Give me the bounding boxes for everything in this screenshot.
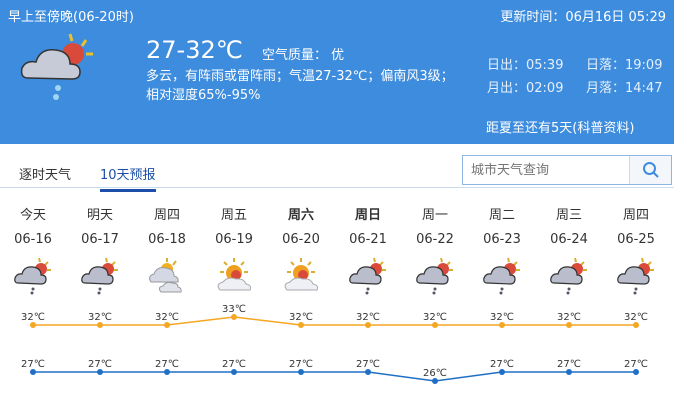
- high-temp-label: 32℃: [21, 312, 45, 323]
- low-temp-label: 27℃: [624, 359, 648, 370]
- day-week: 周二: [488, 208, 515, 223]
- weather-description: 多云，有阵雨或雷阵雨；气温27-32℃；偏南风3级； 相对湿度65%-95%: [146, 67, 454, 105]
- high-temp-line: [33, 316, 636, 326]
- temperature-chart: 32℃ 32℃ 32℃ 33℃ 32℃ 32℃ 32℃ 32℃ 32℃ 32℃ 27℃ 27℃ 27℃ 2…: [21, 304, 648, 384]
- low-temp-point: [30, 369, 36, 375]
- update-time: 更新时间：06月16日 05:29: [500, 10, 666, 25]
- tab-bar: 逐时天气 10天预报: [0, 145, 674, 192]
- low-temp-point: [566, 369, 572, 375]
- cloud-sun-rain-icon: [14, 257, 51, 295]
- low-temp-point: [499, 369, 505, 375]
- low-temp-label: 26℃: [423, 368, 447, 379]
- high-temp-label: 32℃: [88, 312, 112, 323]
- low-temp-point: [633, 369, 639, 375]
- low-temp-label: 27℃: [88, 359, 112, 370]
- partly-cloudy-icon: [284, 258, 318, 291]
- day-week: 明天: [86, 208, 113, 223]
- low-temp-point: [298, 369, 304, 375]
- high-temp-point: [432, 322, 438, 328]
- cloudy-icon: [149, 258, 182, 293]
- humidity-line: 相对湿度65%-95%: [146, 88, 261, 103]
- low-temp-point: [164, 369, 170, 375]
- temperature-range: 27-32℃: [146, 36, 243, 64]
- low-temp-label: 27℃: [557, 359, 581, 370]
- high-temp-point: [365, 322, 371, 328]
- low-temp-label: 27℃: [21, 359, 45, 370]
- search-input[interactable]: [463, 156, 630, 184]
- day-week: 周一: [421, 208, 448, 223]
- partly-cloudy-icon: [217, 258, 251, 291]
- cloud-sun-rain-icon: [550, 257, 587, 295]
- day-date: 06-21: [349, 232, 387, 247]
- high-temp-point: [633, 322, 639, 328]
- day-week: 周五: [220, 208, 247, 223]
- air-quality: 空气质量： 优: [262, 48, 345, 63]
- high-temp-point: [164, 322, 170, 328]
- moonrise: 月出：02:09: [487, 81, 564, 96]
- cloud-sun-rain-icon: [416, 257, 453, 295]
- tab-10day[interactable]: 10天预报: [100, 164, 156, 192]
- day-date: 06-25: [617, 232, 655, 247]
- high-temp-point: [231, 314, 237, 320]
- low-temp-label: 27℃: [356, 359, 380, 370]
- cloud-sun-rain-icon: [81, 257, 118, 295]
- high-temp-point: [499, 322, 505, 328]
- high-temp-point: [97, 322, 103, 328]
- low-temp-label: 27℃: [222, 359, 246, 370]
- cloud-sun-rain-icon: [349, 257, 386, 295]
- high-temp-point: [298, 322, 304, 328]
- low-temp-point: [432, 378, 438, 384]
- low-temp-label: 27℃: [289, 359, 313, 370]
- low-temp-line: [33, 371, 636, 382]
- sunrise: 日出：05:39: [487, 58, 564, 73]
- high-temp-label: 32℃: [490, 312, 514, 323]
- day-date: 06-22: [416, 232, 454, 247]
- cloud-sun-rain-icon: [617, 257, 654, 295]
- low-temp-label: 27℃: [155, 359, 179, 370]
- city-search: [462, 155, 672, 185]
- low-temp-point: [231, 369, 237, 375]
- day-date: 06-18: [148, 232, 186, 247]
- day-date: 06-24: [550, 232, 588, 247]
- high-temp-point: [566, 322, 572, 328]
- day-week: 周六: [287, 208, 314, 223]
- tab-hourly[interactable]: 逐时天气: [19, 168, 72, 183]
- cloud-sun-rain-icon: [20, 33, 93, 100]
- solstice-link[interactable]: 距夏至还有5天(科普资料): [486, 121, 635, 136]
- high-temp-label: 32℃: [289, 312, 313, 323]
- search-icon: [642, 162, 659, 178]
- high-temp-label: 32℃: [423, 312, 447, 323]
- day-week: 周四: [153, 208, 180, 223]
- day-date: 06-16: [14, 232, 52, 247]
- cloud-sun-rain-icon: [483, 257, 520, 295]
- high-temp-label: 33℃: [222, 304, 246, 315]
- low-temp-point: [97, 369, 103, 375]
- high-temp-label: 32℃: [557, 312, 581, 323]
- day-date: 06-17: [81, 232, 119, 247]
- high-temp-label: 32℃: [356, 312, 380, 323]
- day-date: 06-23: [483, 232, 521, 247]
- day-week: 今天: [19, 208, 46, 223]
- description-line: 多云，有阵雨或雷阵雨；气温27-32℃；偏南风3级；: [146, 69, 454, 84]
- day-date: 06-20: [282, 232, 320, 247]
- sunset: 日落：19:09: [586, 58, 663, 73]
- day-week: 周四: [622, 208, 649, 223]
- weather-header: 早上至傍晚(06-20时) 更新时间：06月16日 05:29 27-32℃ 空…: [0, 0, 674, 144]
- moonset: 月落：14:47: [586, 81, 663, 96]
- day-date: 06-19: [215, 232, 253, 247]
- day-week: 周三: [555, 208, 582, 223]
- forecast-period: 早上至傍晚(06-20时): [8, 10, 134, 25]
- search-button[interactable]: [629, 156, 671, 184]
- day-week: 周日: [354, 208, 381, 223]
- low-temp-label: 27℃: [490, 359, 514, 370]
- low-temp-point: [365, 369, 371, 375]
- high-temp-point: [30, 322, 36, 328]
- high-temp-label: 32℃: [624, 312, 648, 323]
- high-temp-label: 32℃: [155, 312, 179, 323]
